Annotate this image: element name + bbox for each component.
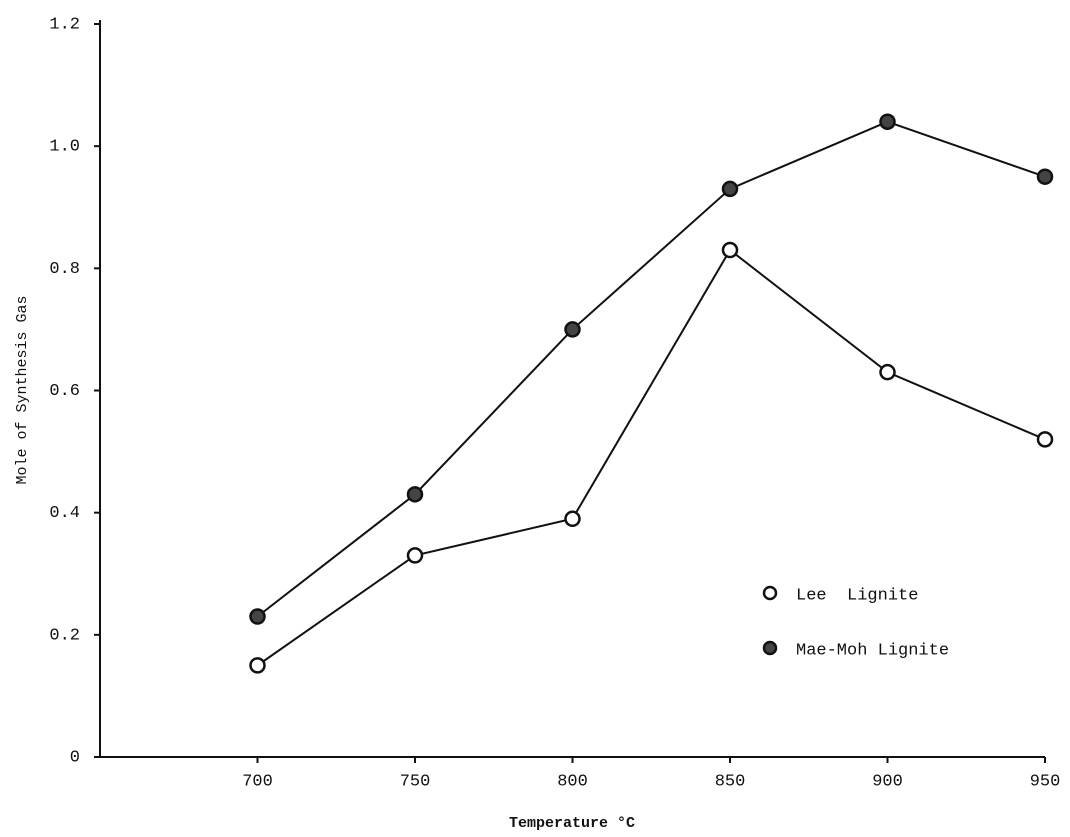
legend-marker: [764, 587, 776, 599]
y-tick-label: 1.0: [49, 138, 80, 157]
data-point: [566, 512, 580, 526]
data-point: [251, 610, 265, 624]
y-tick-label: 1.2: [49, 15, 80, 34]
legend-label: Mae-Moh Lignite: [796, 641, 949, 660]
x-tick-label: 950: [1030, 772, 1061, 791]
x-tick-label: 900: [872, 772, 903, 791]
series-line: [258, 250, 1046, 665]
legend-marker: [764, 642, 776, 654]
data-point: [881, 115, 895, 129]
y-tick-label: 0.2: [49, 626, 80, 645]
data-point: [251, 658, 265, 672]
data-point: [1038, 170, 1052, 184]
data-point: [408, 548, 422, 562]
y-axis-label: Mole of Synthesis Gas: [14, 295, 31, 484]
x-tick-label: 850: [715, 772, 746, 791]
x-tick-label: 800: [557, 772, 588, 791]
data-point: [408, 487, 422, 501]
data-point: [723, 182, 737, 196]
y-tick-label: 0.6: [49, 382, 80, 401]
chart: Mole of Synthesis Gas Temperature °C 0 0.…: [0, 0, 1070, 837]
series-line: [258, 122, 1046, 617]
data-point: [566, 322, 580, 336]
y-tick-label: 0: [70, 748, 80, 767]
data-point: [881, 365, 895, 379]
x-axis-label: Temperature °C: [509, 815, 635, 832]
y-tick-label: 0.4: [49, 504, 80, 523]
x-tick-label: 750: [400, 772, 431, 791]
data-point: [723, 243, 737, 257]
y-tick-label: 0.8: [49, 260, 80, 279]
x-tick-label: 700: [242, 772, 273, 791]
legend-label: Lee Lignite: [796, 586, 918, 605]
data-point: [1038, 432, 1052, 446]
